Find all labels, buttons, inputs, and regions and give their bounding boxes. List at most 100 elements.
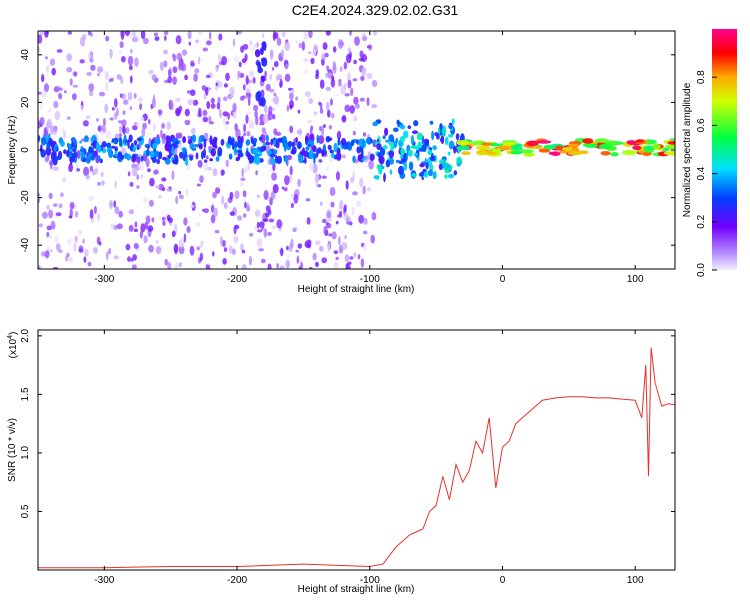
heatmap-cell-central-band [356,146,361,154]
heatmap-cell-scattered-noise [153,169,159,175]
heatmap-cell-scattered-noise [200,240,204,246]
heatmap-cell-scattered-noise [371,79,378,87]
heatmap-cell-scattered-noise [57,249,63,253]
heatmap-cell-scattered-noise [255,170,258,176]
heatmap-cell-scattered-noise [90,32,93,37]
heatmap-cell-scattered-noise [360,75,365,82]
heatmap-cell-scattered-noise [134,221,138,228]
heatmap-cell-scattered-noise [298,42,303,49]
heatmap-cell-scattered-noise [248,255,252,266]
heatmap-cell-scattered-noise [153,32,159,37]
heatmap-cell-central-band [277,137,283,143]
heatmap-cell-scattered-noise [338,79,342,83]
heatmap-cell-scattered-noise [325,86,331,91]
heatmap-cell-scattered-noise [253,104,259,112]
heatmap-cell-scattered-noise [44,83,49,93]
heatmap-cell-scattered-noise [122,110,126,115]
heatmap-cell-central-band [133,140,138,146]
heatmap-cell-scattered-noise [284,41,291,51]
heatmap-cell-scattered-noise [295,40,299,44]
heatmap-cell-scattered-noise [328,233,332,237]
heatmap-cell-scattered-noise [68,215,73,219]
heatmap-cell-transition-band [400,147,405,156]
colorbar-label: Normalized spectral amplitude [682,82,693,217]
heatmap-cell-scattered-noise [265,83,271,91]
heatmap-cell-scattered-noise [363,243,367,252]
heatmap-cell-scattered-noise [206,155,209,160]
heatmap-cell-scattered-noise [160,129,163,139]
heatmap-cell-scattered-noise [241,249,246,254]
heatmap-cell-narrow-line [490,142,499,147]
heatmap-cell-scattered-noise [44,250,50,259]
heatmap-cell-central-band [68,148,73,152]
heatmap-cell-central-band [250,155,255,161]
heatmap-cell-central-band [55,155,62,161]
heatmap-cell-scattered-noise [319,201,323,206]
heatmap-cell-scattered-noise [167,76,173,84]
line-x-label: Height of straight line (km) [298,584,415,595]
heatmap-cell-scattered-noise [283,187,288,192]
heatmap-cell-scattered-noise [109,117,114,121]
heatmap-cell-central-band [237,153,241,161]
heatmap-cell-scattered-noise [196,246,200,251]
heatmap-cell-scattered-noise [263,104,268,114]
heatmap-cell-scattered-noise [198,244,203,248]
heatmap-cell-scattered-noise [272,184,279,194]
heatmap-cell-scattered-noise [55,212,62,217]
line-x-tick-label: 0 [500,575,506,586]
heatmap-y-tick-label: 40 [20,49,31,61]
heatmap-cell-scattered-noise [248,120,255,129]
heatmap-cell-diagonal-streak [258,97,264,106]
heatmap-cell-scattered-noise [330,201,335,208]
heatmap-cell-scattered-noise [353,116,357,122]
heatmap-cell-scattered-noise [114,180,117,189]
heatmap-cell-central-band [284,156,288,164]
heatmap-cell-scattered-noise [136,185,140,189]
heatmap-cell-central-band [153,150,160,158]
heatmap-cell-scattered-noise [328,125,332,130]
heatmap-cell-transition-band [375,176,379,180]
heatmap-cell-scattered-noise [254,110,258,118]
heatmap-cell-scattered-noise [240,45,245,53]
heatmap-cell-scattered-noise [73,71,78,77]
heatmap-cell-scattered-noise [368,159,374,170]
heatmap-cell-central-band [316,134,320,144]
heatmap-cell-narrow-line [665,144,675,148]
heatmap-cell-scattered-noise [79,36,86,47]
heatmap-cell-scattered-noise [296,129,303,135]
heatmap-cell-scattered-noise [46,119,52,129]
heatmap-cell-scattered-noise [219,81,223,88]
heatmap-cell-transition-band [377,152,382,158]
heatmap-cell-scattered-noise [315,261,319,267]
heatmap-cell-scattered-noise [214,230,220,234]
heatmap-cell-scattered-noise [325,31,331,36]
heatmap-cell-scattered-noise [300,261,303,269]
heatmap-cell-scattered-noise [264,70,267,78]
heatmap-cell-scattered-noise [141,127,146,137]
heatmap-cell-scattered-noise [82,120,89,127]
heatmap-cell-scattered-noise [197,56,201,65]
heatmap-cell-central-band [108,149,114,159]
heatmap-cell-scattered-noise [257,229,263,233]
heatmap-cell-narrow-line [548,151,557,155]
heatmap-cell-scattered-noise [73,242,77,252]
heatmap-cell-scattered-noise [220,236,223,247]
heatmap-cell-scattered-noise [47,108,52,113]
heatmap-cell-scattered-noise [270,191,276,200]
heatmap-cell-scattered-noise [262,33,265,38]
heatmap-cell-scattered-noise [263,190,269,201]
heatmap-cell-scattered-noise [172,66,178,74]
heatmap-cell-scattered-noise [349,31,352,36]
heatmap-cell-scattered-noise [167,68,172,78]
heatmap-cell-scattered-noise [313,43,319,53]
heatmap-cell-scattered-noise [163,31,169,36]
heatmap-cell-central-band [362,138,365,148]
heatmap-cell-scattered-noise [78,229,83,235]
heatmap-cell-scattered-noise [344,104,351,113]
heatmap-cell-scattered-noise [259,121,265,126]
heatmap-cell-scattered-noise [161,122,166,129]
heatmap-cell-scattered-noise [124,31,131,37]
line-x-ticks: -300 -200 -100 0 100 [94,330,644,586]
heatmap-cell-scattered-noise [343,82,347,90]
heatmap-cell-central-band [333,142,338,153]
